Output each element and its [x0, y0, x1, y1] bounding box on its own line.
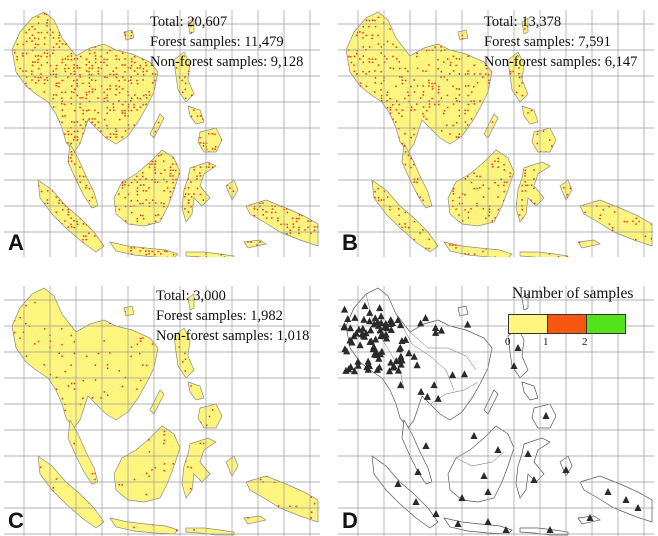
sample-map-c — [4, 286, 320, 536]
triangle-map-d — [338, 286, 654, 536]
stats-a: Total: 20,607 Forest samples: 11,479 Non… — [150, 12, 303, 72]
sample-map-a — [4, 10, 320, 257]
sample-map-b — [338, 10, 654, 257]
total-label-a: Total: 20,607 — [150, 14, 228, 30]
panel-letter-d: D — [342, 508, 358, 533]
legend-swatch-2 — [586, 315, 625, 333]
legend-tick-1: 1 — [543, 336, 549, 348]
forest-label-b: Forest samples: 7,591 — [484, 34, 611, 50]
stats-b: Total: 13,378 Forest samples: 7,591 Non-… — [484, 12, 637, 72]
map-panel-c: Total: 3,000 Forest samples: 1,982 Non-f… — [4, 286, 320, 536]
stats-c: Total: 3,000 Forest samples: 1,982 Non-f… — [156, 286, 309, 346]
forest-label-a: Forest samples: 11,479 — [150, 34, 284, 50]
legend-swatch-0-1 — [509, 315, 547, 333]
legend-title: Number of samples — [512, 286, 634, 302]
forest-label-c: Forest samples: 1,982 — [156, 308, 283, 324]
legend-color-bar — [508, 314, 626, 334]
legend-tick-0: 0 — [505, 336, 511, 348]
panel-letter-c: C — [8, 508, 24, 533]
nonforest-label-c: Non-forest samples: 1,018 — [156, 328, 310, 344]
nonforest-label-a: Non-forest samples: 9,128 — [150, 54, 304, 70]
panel-letter-b: B — [342, 230, 358, 255]
map-panel-d: Number of samples 0 1 2 D — [338, 286, 654, 536]
legend: Number of samples 0 1 2 — [498, 286, 654, 348]
map-panel-a: Total: 20,607 Forest samples: 11,479 Non… — [4, 10, 320, 257]
panel-letter-a: A — [8, 230, 24, 255]
legend-tick-2: 2 — [582, 336, 588, 348]
map-panel-b: Total: 13,378 Forest samples: 7,591 Non-… — [338, 10, 654, 257]
nonforest-label-b: Non-forest samples: 6,147 — [484, 54, 638, 70]
total-label-b: Total: 13,378 — [484, 14, 562, 30]
total-label-c: Total: 3,000 — [156, 288, 226, 304]
legend-swatch-1-2 — [547, 315, 586, 333]
